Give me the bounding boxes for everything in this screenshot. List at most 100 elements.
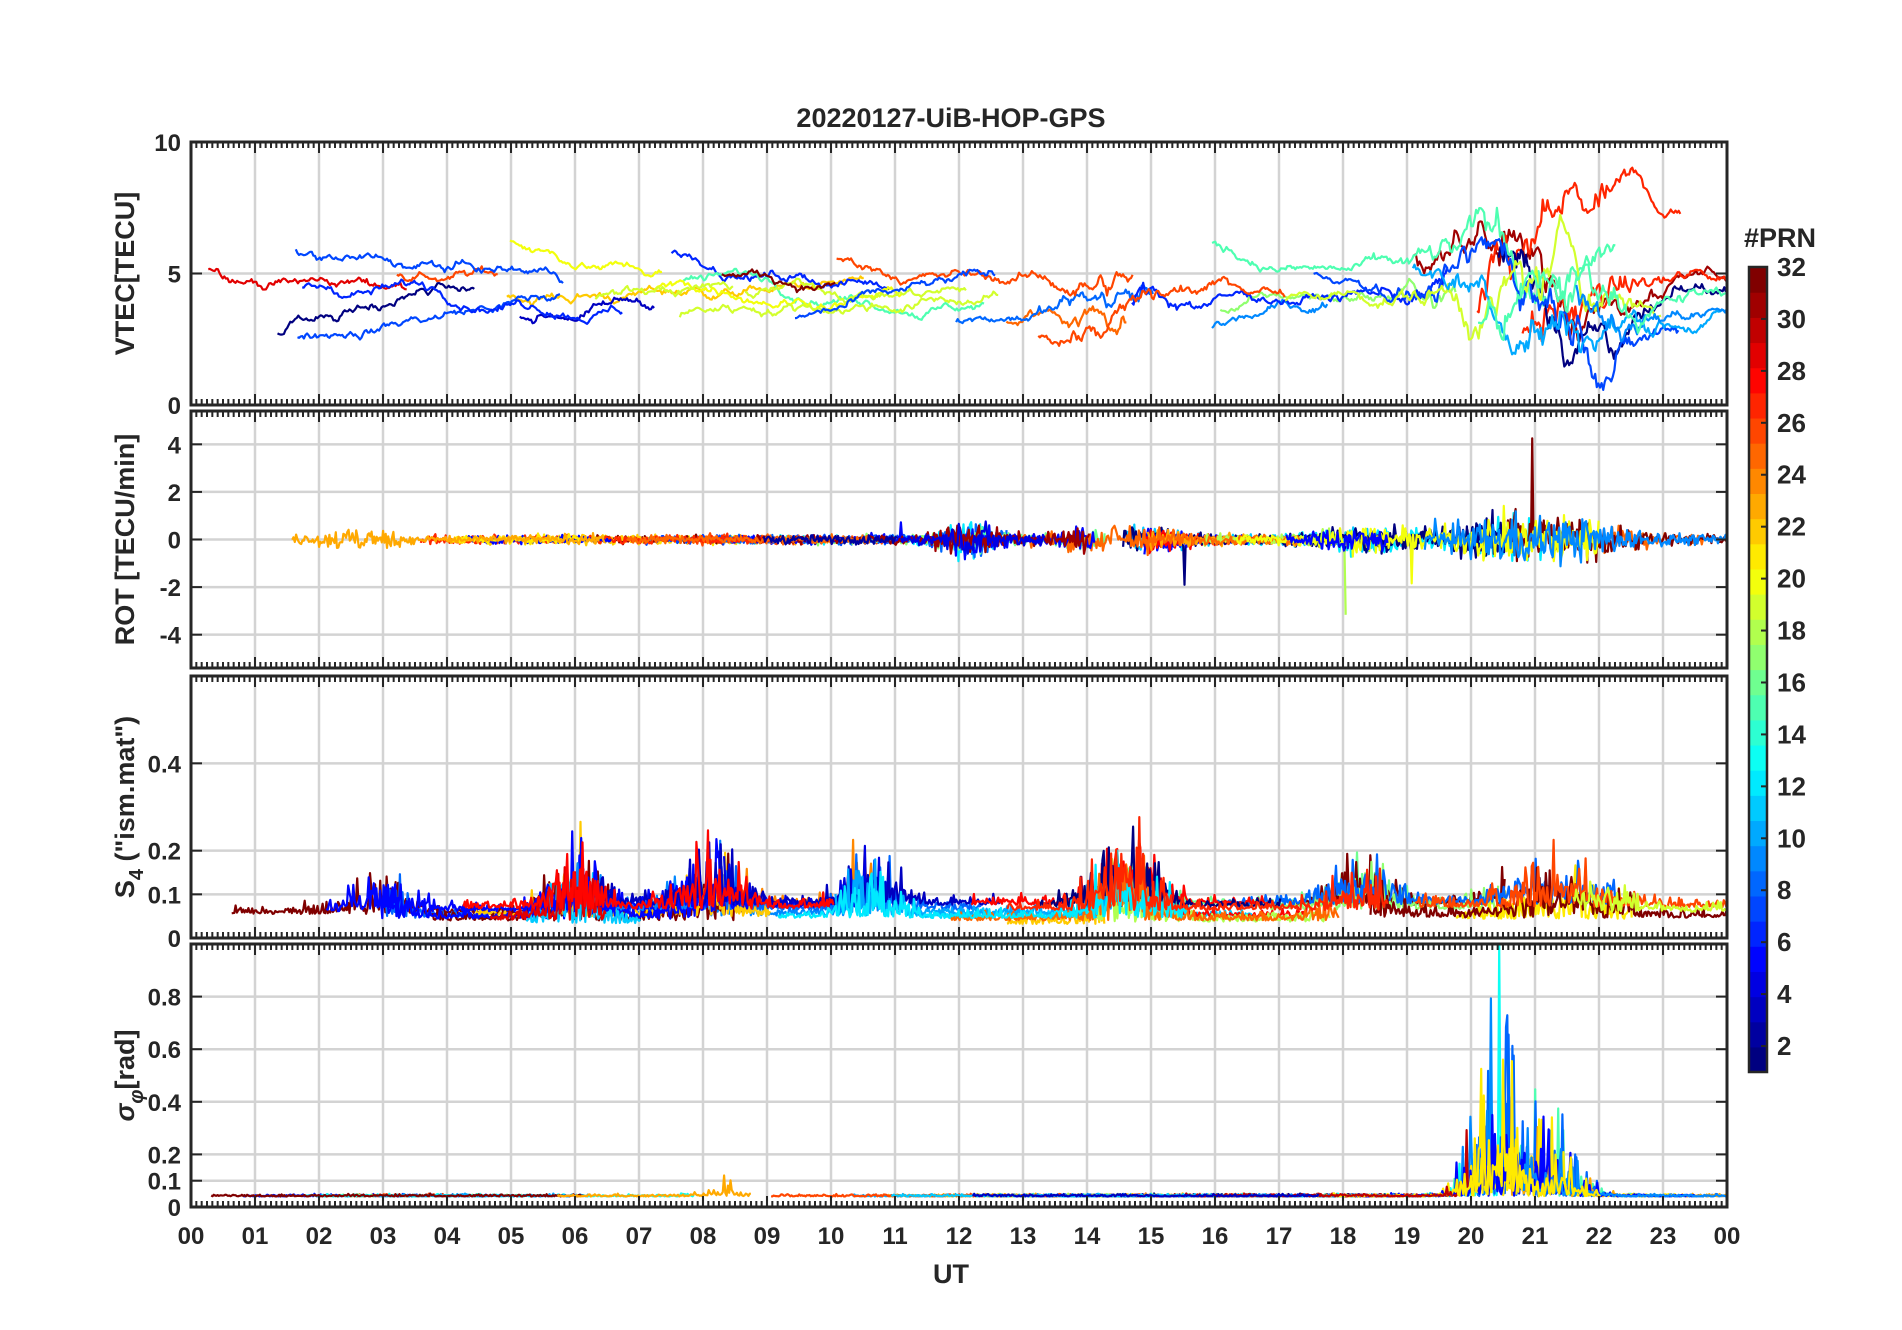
colorbar-segment: [1749, 342, 1767, 369]
series-line-prn-7: [294, 248, 564, 284]
colorbar-segment: [1749, 317, 1767, 344]
colorbar-segment: [1749, 996, 1767, 1023]
y-tick-label: 10: [154, 130, 181, 157]
colorbar-tick-label: 4: [1777, 979, 1792, 1009]
panel-4: 00.10.2 0.4 0.6 0.8σφ[rad]: [110, 942, 1729, 1222]
y-tick-label: 0.2: [148, 1142, 181, 1169]
x-tick-label: 00: [178, 1223, 205, 1250]
x-tick-label: 20: [1458, 1223, 1485, 1250]
panel-1: 0 5 10 VTEC[TECU]: [110, 130, 1729, 420]
colorbar-tick-label: 28: [1777, 356, 1806, 386]
grid: [191, 944, 1727, 1207]
x-tick-label: 11: [882, 1223, 907, 1250]
series-line-prn-32: [1369, 866, 1727, 919]
x-ticks: [190, 676, 1728, 938]
colorbar-segment: [1749, 971, 1767, 998]
series-line-prn-19: [678, 290, 999, 318]
x-tick-label: 17: [1266, 1223, 1293, 1250]
colorbar-segment: [1749, 417, 1767, 444]
x-tick-label: 22: [1586, 1223, 1613, 1250]
x-tick-label: 00: [1714, 1223, 1741, 1250]
y-axis-label: VTEC[TECU]: [110, 192, 140, 356]
colorbar-segment: [1749, 1046, 1767, 1073]
x-tick-label: 08: [690, 1223, 717, 1250]
y-tick-label: 0.8: [148, 985, 181, 1012]
colorbar-segment: [1749, 644, 1767, 671]
x-tick-label: 01: [242, 1223, 269, 1250]
series-line-prn-28: [462, 829, 835, 910]
x-tick-label: 02: [306, 1223, 333, 1250]
series-line-prn-20: [509, 239, 663, 278]
colorbar-segment: [1749, 1021, 1767, 1048]
series-line-prn-8: [955, 283, 1154, 325]
y-tick-label: -4: [160, 623, 182, 650]
x-tick-label: 05: [498, 1223, 525, 1250]
colorbar-tick-label: 24: [1777, 460, 1806, 490]
colorbar-segment: [1749, 518, 1767, 545]
x-tick-label: 18: [1330, 1223, 1357, 1250]
series-line-prn-20: [653, 279, 903, 313]
series-line-prn-5: [1285, 529, 1389, 553]
y-tick-label: 0.1: [148, 882, 181, 909]
colorbar-segment: [1749, 292, 1767, 318]
series-line-prn-15: [682, 267, 985, 321]
series-line-prn-27: [1006, 816, 1389, 912]
series-line-prn-1: [277, 282, 475, 336]
x-tick-label: 09: [754, 1223, 781, 1250]
colorbar-tick-label: 26: [1777, 408, 1806, 438]
series-line-prn-9: [1575, 284, 1727, 343]
x-tick-label: 15: [1138, 1223, 1165, 1250]
panel-3: 0 0.1 0.2 0.4S4 ("ism.mat"): [110, 674, 1729, 953]
series-line-prn-18: [1201, 527, 1347, 615]
colorbar-segment: [1749, 669, 1767, 696]
x-tick-label: 06: [562, 1223, 589, 1250]
y-tick-label: 0: [168, 393, 181, 420]
colorbar-segment: [1749, 694, 1767, 721]
y-tick-label: 2: [168, 480, 181, 507]
x-axis: 00 01 02 03 04 05 06 07 08 09 10 11 12 13 14 15 16 17 18 19…: [178, 1223, 1741, 1250]
colorbar-segment: [1749, 568, 1767, 595]
y-axis-label: ROT [TECU/min]: [110, 434, 140, 645]
colorbar-segment: [1749, 744, 1767, 771]
x-tick-label: 10: [818, 1223, 845, 1250]
y-tick-label: 0.6: [148, 1037, 181, 1064]
colorbar-segment: [1749, 367, 1767, 394]
colorbar-segment: [1749, 468, 1767, 495]
series-line-prn-23: [291, 528, 606, 549]
colorbar-segment: [1749, 895, 1767, 922]
colorbar-tick-label: 18: [1777, 616, 1806, 646]
colorbar-tick-label: 12: [1777, 771, 1806, 801]
y-tick-label: 0.2: [148, 839, 181, 866]
series-line-prn-26: [836, 257, 1134, 297]
x-ticks: [190, 142, 1728, 405]
series-line-prn-6: [670, 249, 890, 291]
series-line-prn-26: [1037, 275, 1286, 347]
colorbar-frame: [1747, 265, 1769, 1074]
data-series: [231, 816, 1727, 925]
colorbar-tick-label: 6: [1777, 927, 1791, 957]
colorbar-tick-label: 16: [1777, 667, 1806, 697]
series-line-prn-29: [208, 267, 407, 291]
series-line-prn-10: [1411, 263, 1727, 356]
panel-2: -4 -2 0 2 4 ROT [TECU/min]: [110, 409, 1729, 670]
series-line-prn-32: [210, 1192, 585, 1198]
y-tick-label: 5: [168, 262, 181, 289]
colorbar-segment: [1749, 921, 1767, 947]
colorbar-tick-label: 10: [1777, 823, 1806, 853]
colorbar-segment: [1749, 267, 1767, 293]
colorbar-tick-label: 14: [1777, 719, 1806, 749]
series-line-prn-28: [1157, 877, 1308, 919]
colorbar-segment: [1749, 795, 1767, 822]
x-tick-label: 04: [434, 1223, 461, 1250]
series-line-prn-19: [744, 277, 967, 304]
series-line-prn-7: [1313, 236, 1680, 391]
data-series: [210, 944, 1727, 1198]
series-line-prn-3: [971, 1192, 1320, 1198]
x-tick-label: 12: [946, 1223, 973, 1250]
y-axis-label: S4 ("ism.mat"): [110, 716, 148, 898]
series-line-prn-15: [1477, 263, 1727, 341]
series-line-prn-26: [396, 265, 498, 283]
x-ticks: [190, 411, 1728, 668]
series-line-prn-30: [1195, 1185, 1453, 1198]
